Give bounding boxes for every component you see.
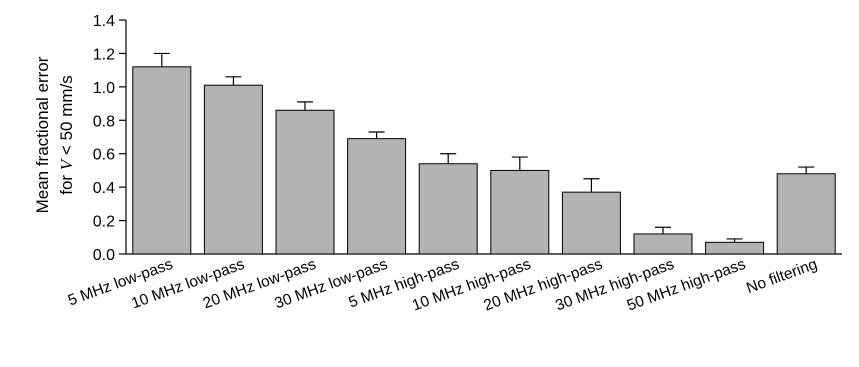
y-tick-label: 1.4	[93, 13, 115, 30]
y-tick-label: 1.2	[93, 46, 115, 63]
bar	[633, 233, 693, 255]
y-axis-label-suffix: < 50 mm/s	[57, 75, 76, 160]
bar	[561, 191, 621, 255]
category-label: 20 MHz high-pass	[482, 256, 605, 315]
y-tick-label: 0.8	[93, 113, 115, 130]
y-axis-title: Mean fractional error for V < 50 mm/s	[33, 56, 76, 213]
bar	[776, 173, 836, 255]
bar	[203, 84, 263, 255]
y-tick-label: 0.0	[93, 247, 115, 264]
bar	[132, 66, 192, 255]
y-axis-label-variable: V	[57, 157, 76, 170]
y-tick-label: 0.6	[93, 147, 115, 164]
y-axis-label-line1: Mean fractional error	[33, 56, 52, 213]
y-tick-label: 0.2	[93, 214, 115, 231]
bar	[418, 163, 478, 255]
category-label: 30 MHz high-pass	[553, 256, 676, 315]
bar	[490, 169, 550, 255]
bar	[705, 241, 765, 255]
y-tick-label: 0.4	[93, 180, 115, 197]
y-tick-label: 1.0	[93, 80, 115, 97]
y-axis-label-prefix: for	[57, 170, 76, 195]
bar	[275, 109, 335, 255]
plot-area: 0.00.20.40.60.81.01.21.45 MHz low-pass10…	[66, 13, 842, 314]
y-axis-label-line2: for V < 50 mm/s	[57, 75, 76, 195]
category-label: No filtering	[744, 256, 819, 297]
bar	[347, 138, 407, 255]
category-label: 10 MHz high-pass	[410, 256, 533, 315]
category-label: 50 MHz high-pass	[625, 256, 748, 315]
